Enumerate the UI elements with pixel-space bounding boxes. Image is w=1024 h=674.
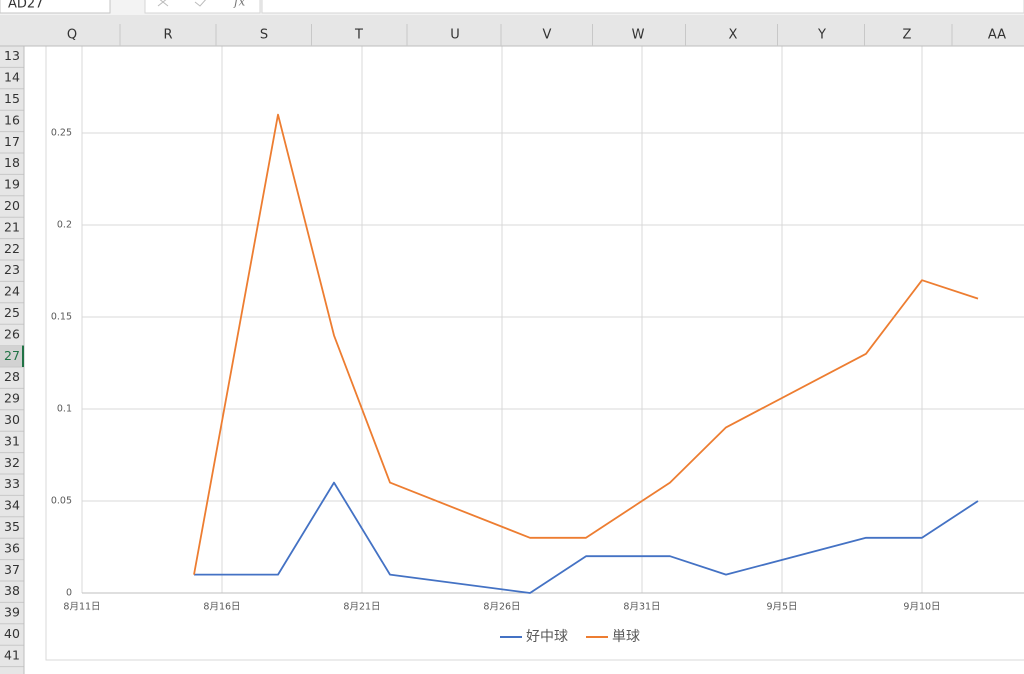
row-header-selected (0, 345, 24, 367)
cancel-icon[interactable] (157, 0, 169, 7)
column-header: U (450, 28, 460, 43)
y-tick-label: 0.1 (57, 404, 72, 415)
row-header: 21 (4, 219, 20, 234)
series-line (194, 481, 979, 594)
x-tick-label: 9月5日 (766, 602, 797, 613)
column-header: R (163, 28, 172, 43)
row-header: 33 (4, 476, 20, 491)
row-header: 35 (4, 519, 20, 534)
row-header: 20 (4, 198, 20, 213)
formula-buttons (144, 0, 261, 14)
legend-label: 単球 (612, 629, 640, 645)
row-header: 29 (4, 391, 20, 406)
column-header-cover (0, 15, 1024, 46)
row-header: 18 (4, 155, 20, 170)
series-line (193, 113, 979, 575)
row-header: 14 (4, 70, 20, 85)
row-header: 31 (4, 433, 20, 448)
selected-row-mark (22, 345, 24, 367)
column-header: Q (67, 28, 77, 43)
enter-icon[interactable] (194, 0, 208, 7)
x-tick-label: 8月21日 (343, 602, 380, 613)
column-header: AA (988, 28, 1006, 43)
row-header: 36 (4, 540, 20, 555)
row-header: 25 (4, 305, 20, 320)
y-tick-label: 0.15 (51, 312, 72, 323)
column-header: W (632, 28, 645, 43)
x-tick-label: 8月31日 (623, 602, 660, 613)
row-header: 34 (4, 498, 20, 513)
column-header: T (354, 28, 363, 43)
row-header: 19 (4, 177, 20, 192)
row-header: 13 (4, 48, 20, 63)
row-header: 40 (4, 626, 20, 641)
y-tick-label: 0.2 (57, 220, 72, 231)
column-header: X (729, 28, 738, 43)
chart-area[interactable] (45, 19, 1024, 661)
name-box-text: AD27 (8, 0, 43, 12)
row-header: 24 (4, 284, 20, 299)
x-tick-label: 9月10日 (903, 602, 940, 613)
row-header: 37 (4, 562, 20, 577)
column-header: S (260, 28, 268, 43)
row-header: 27 (4, 348, 20, 363)
row-header: 26 (4, 326, 20, 341)
fx-icon[interactable]: fx (233, 0, 245, 9)
x-tick-label: 8月26日 (483, 602, 520, 613)
row-header: 17 (4, 134, 20, 149)
column-header: Y (817, 28, 826, 43)
y-tick-label: 0.05 (51, 496, 72, 507)
row-header: 28 (4, 369, 20, 384)
row-header: 38 (4, 583, 20, 598)
row-header: 15 (4, 91, 20, 106)
x-tick-label: 8月16日 (203, 602, 240, 613)
column-header: V (543, 28, 552, 43)
row-header: 30 (4, 412, 20, 427)
legend-label: 好中球 (526, 629, 568, 645)
y-tick-label: 0 (66, 588, 72, 599)
formula-input[interactable] (261, 0, 1024, 14)
x-tick-label: 8月11日 (63, 602, 100, 613)
row-header: 22 (4, 241, 20, 256)
row-header: 39 (4, 605, 20, 620)
y-tick-label: 0.25 (51, 128, 72, 139)
name-box[interactable] (0, 0, 111, 14)
row-header: 23 (4, 262, 20, 277)
row-header: 32 (4, 455, 20, 470)
row-header: 41 (4, 647, 20, 662)
column-header: Z (903, 28, 912, 43)
row-header: 16 (4, 112, 20, 127)
